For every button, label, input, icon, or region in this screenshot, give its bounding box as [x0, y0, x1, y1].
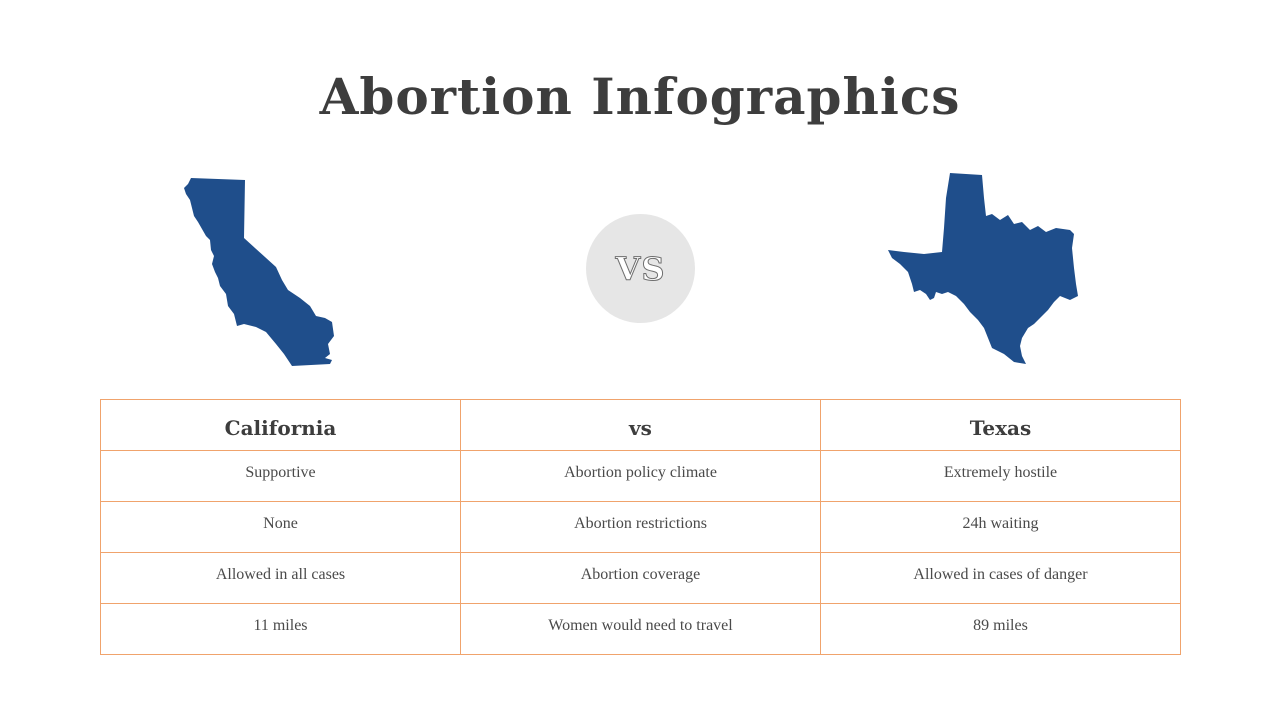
header-california: California — [100, 399, 461, 451]
table-row: None Abortion restrictions 24h waiting — [100, 501, 1181, 553]
page-title: Abortion Infographics — [319, 67, 961, 126]
texas-map-icon — [884, 168, 1084, 368]
vs-label: VS — [615, 249, 666, 288]
table-row: Supportive Abortion policy climate Extre… — [100, 450, 1181, 502]
table-cell: 89 miles — [820, 603, 1181, 655]
header-texas: Texas — [820, 399, 1181, 451]
table-cell: Abortion policy climate — [460, 450, 821, 502]
california-map-icon — [180, 172, 340, 366]
table-cell: Abortion restrictions — [460, 501, 821, 553]
table-cell: 24h waiting — [820, 501, 1181, 553]
table-cell: Extremely hostile — [820, 450, 1181, 502]
comparison-table: California vs Texas Supportive Abortion … — [100, 399, 1181, 655]
table-header-row: California vs Texas — [100, 399, 1181, 451]
table-cell: Allowed in cases of danger — [820, 552, 1181, 604]
table-cell: Abortion coverage — [460, 552, 821, 604]
table-cell: None — [100, 501, 461, 553]
header-vs: vs — [460, 399, 821, 451]
table-cell: 11 miles — [100, 603, 461, 655]
table-row: 11 miles Women would need to travel 89 m… — [100, 603, 1181, 655]
table-row: Allowed in all cases Abortion coverage A… — [100, 552, 1181, 604]
table-cell: Supportive — [100, 450, 461, 502]
table-cell: Allowed in all cases — [100, 552, 461, 604]
table-cell: Women would need to travel — [460, 603, 821, 655]
vs-badge: VS — [586, 214, 695, 323]
